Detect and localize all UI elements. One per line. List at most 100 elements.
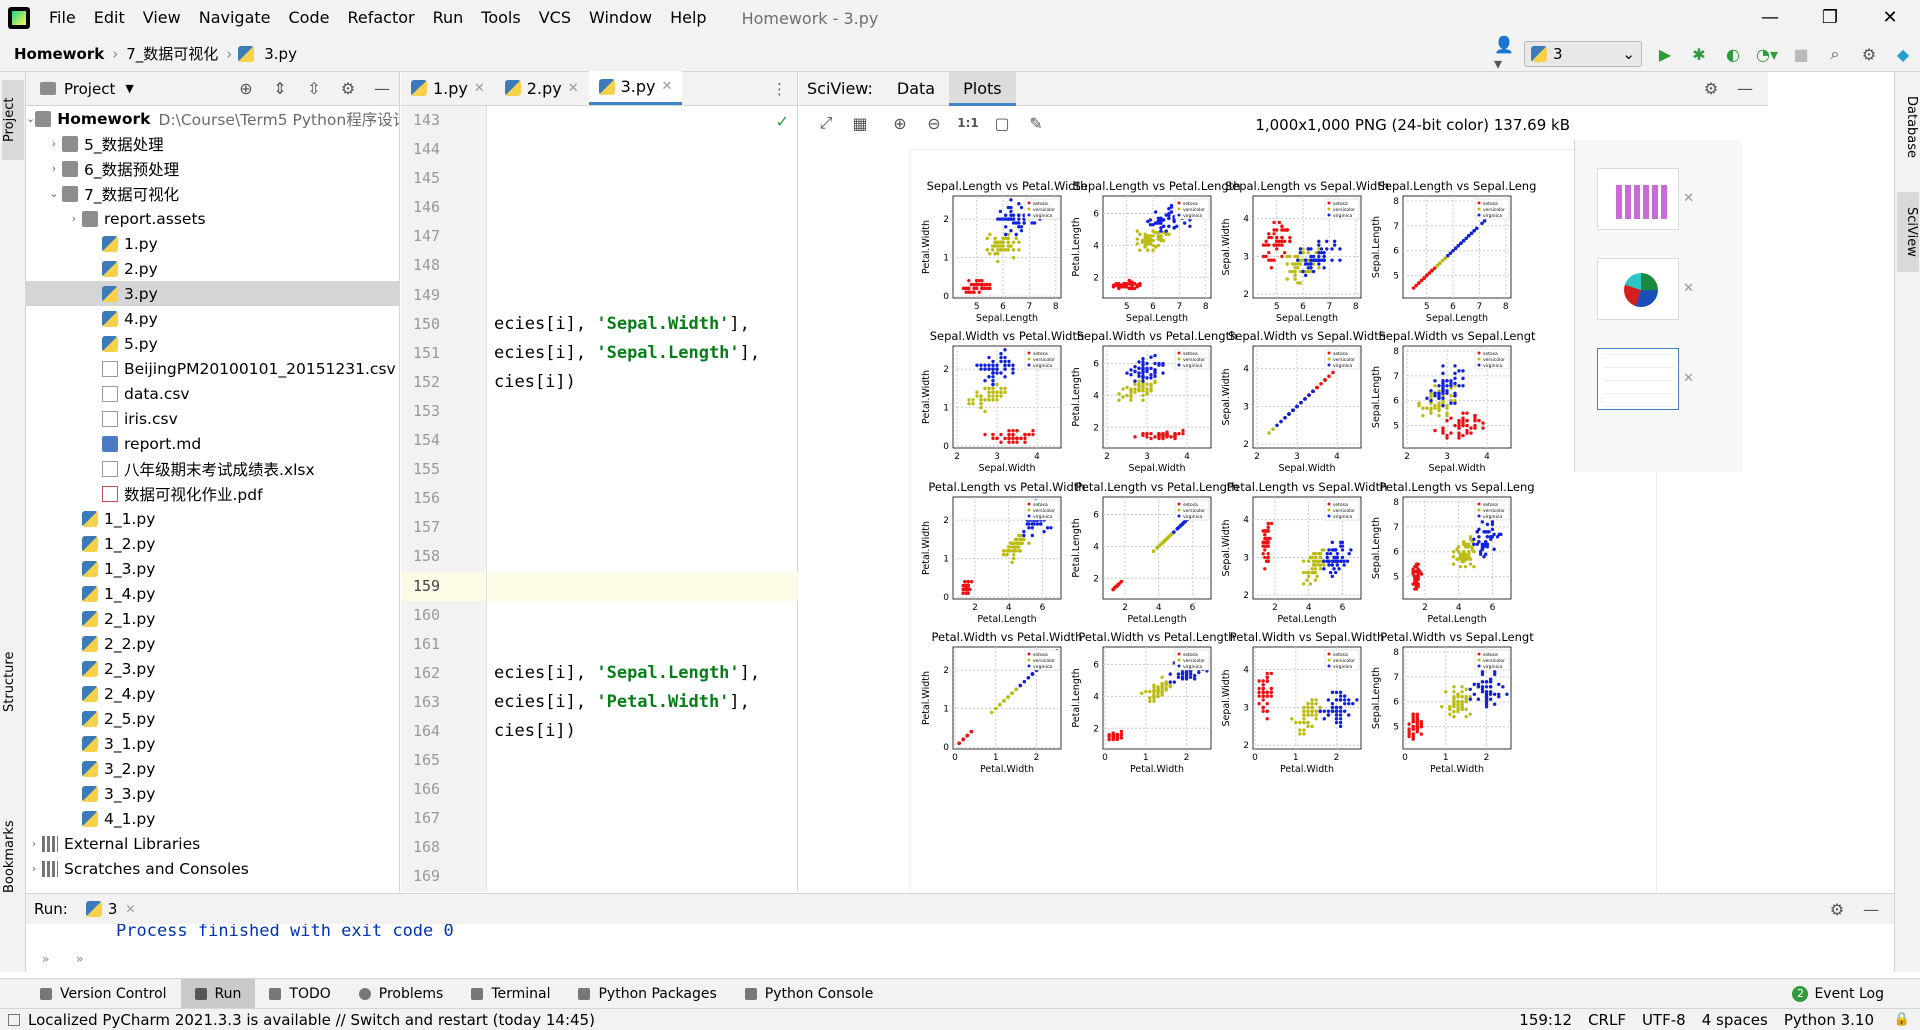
stop-icon[interactable]: ■ — [1793, 44, 1809, 64]
close-icon[interactable]: ✕ — [125, 902, 136, 916]
editor-tab[interactable]: 1.py ✕ — [401, 71, 495, 105]
project-view-select[interactable]: Project — [64, 79, 116, 98]
collapse-all-icon[interactable]: ⇳ — [307, 79, 321, 98]
bookmarks-tool-tab[interactable]: Bookmarks — [2, 820, 17, 894]
line-separator[interactable]: CRLF — [1588, 1010, 1626, 1029]
hide-icon[interactable]: — — [374, 79, 390, 98]
editor-tab[interactable]: 3.py ✕ — [588, 71, 683, 105]
menu-help[interactable]: Help — [670, 8, 707, 27]
code-line[interactable] — [488, 542, 798, 571]
tree-item[interactable]: 1_2.py — [26, 531, 399, 556]
expand-all-icon[interactable]: ⇕ — [273, 79, 287, 98]
tree-item[interactable]: data.csv — [26, 381, 399, 406]
menu-code[interactable]: Code — [288, 8, 330, 27]
breadcrumb-project[interactable]: Homework — [14, 44, 105, 63]
tool-event-log[interactable]: 2 Event Log — [1778, 979, 1898, 1009]
indent-setting[interactable]: 4 spaces — [1701, 1010, 1768, 1029]
tree-item[interactable]: 2_5.py — [26, 706, 399, 731]
database-tool-tab[interactable]: Database — [1904, 95, 1919, 159]
sciview-tool-tab[interactable]: SciView — [1897, 192, 1919, 272]
tree-item[interactable]: 数据可视化作业.pdf — [26, 481, 399, 506]
tool-todo[interactable]: TODO — [255, 979, 344, 1009]
code-line[interactable]: ecies[i], 'Sepal.Length'], — [488, 339, 798, 368]
code-line[interactable]: cies[i]) — [488, 368, 798, 397]
gear-icon[interactable]: ⚙ — [340, 79, 356, 98]
tool-problems[interactable]: Problems — [345, 979, 458, 1009]
close-icon[interactable]: ✕ — [567, 80, 579, 96]
menu-vcs[interactable]: VCS — [538, 8, 571, 27]
background-icon[interactable]: ▢ — [994, 113, 1010, 133]
chevron-icon[interactable]: ⌄ — [49, 187, 59, 200]
code-line[interactable] — [488, 135, 798, 164]
close-icon[interactable]: ✕ — [1683, 371, 1694, 386]
restore-icon[interactable]: ❐ — [1821, 7, 1839, 28]
tree-item[interactable]: 3_3.py — [26, 781, 399, 806]
tree-item[interactable]: 1.py — [26, 231, 399, 256]
tree-item[interactable]: 4.py — [26, 306, 399, 331]
expand-icon[interactable]: » — [42, 952, 50, 966]
project-tool-tab[interactable]: Project — [2, 80, 24, 160]
tree-item[interactable]: 2_1.py — [26, 606, 399, 631]
tree-item[interactable]: 2_3.py — [26, 656, 399, 681]
menu-run[interactable]: Run — [432, 8, 464, 27]
tree-item[interactable]: 1_1.py — [26, 506, 399, 531]
python-interpreter[interactable]: Python 3.10 — [1783, 1010, 1874, 1029]
jetbrains-icon[interactable]: ◆ — [1896, 44, 1910, 64]
code-line[interactable] — [488, 833, 798, 862]
code-line[interactable] — [488, 862, 798, 891]
fit-to-window-icon[interactable]: ⤢ — [819, 113, 833, 132]
caret-position[interactable]: 159:12 — [1519, 1010, 1573, 1029]
code-line[interactable]: ecies[i], 'Petal.Width'], — [488, 688, 798, 717]
run-icon[interactable]: ▶ — [1658, 44, 1672, 64]
tab-data[interactable]: Data — [896, 78, 936, 98]
tool-python-console[interactable]: Python Console — [731, 979, 888, 1009]
menu-file[interactable]: File — [49, 8, 76, 27]
code-line[interactable] — [488, 484, 798, 513]
status-message[interactable]: Localized PyCharm 2021.3.3 is available … — [28, 1010, 595, 1029]
code-line[interactable] — [488, 281, 798, 310]
gear-icon[interactable]: ⚙ — [1861, 44, 1877, 64]
coverage-icon[interactable]: ◐ — [1726, 44, 1740, 64]
zoom-in-icon[interactable]: ⊕ — [893, 113, 907, 133]
tree-item[interactable]: 4_1.py — [26, 806, 399, 831]
menu-view[interactable]: View — [142, 8, 181, 27]
menu-window[interactable]: Window — [588, 8, 653, 27]
tool-terminal[interactable]: Terminal — [457, 979, 564, 1009]
code-line[interactable] — [488, 164, 798, 193]
profile-icon[interactable]: ◔▾ — [1756, 44, 1778, 64]
hide-icon[interactable]: — — [1737, 79, 1753, 98]
thumbnail-pie-chart[interactable]: ✕ — [1597, 258, 1694, 320]
zoom-out-icon[interactable]: ⊖ — [927, 113, 941, 133]
breadcrumb-folder[interactable]: 7_数据可视化 — [126, 45, 219, 63]
tool-version-control[interactable]: Version Control — [26, 979, 181, 1009]
chevron-icon[interactable]: › — [71, 212, 77, 225]
minimize-icon[interactable]: — — [1761, 7, 1779, 28]
tree-item[interactable]: 2_4.py — [26, 681, 399, 706]
tree-item[interactable]: 3.py — [26, 281, 399, 306]
tree-item[interactable]: 2_2.py — [26, 631, 399, 656]
lock-icon[interactable]: 🔒 — [1893, 1012, 1910, 1027]
debug-icon[interactable]: ✱ — [1692, 44, 1706, 64]
thumbnail-scatter-matrix[interactable]: ✕ — [1597, 348, 1694, 410]
chevron-down-icon[interactable]: ▼ — [125, 82, 134, 95]
editor-tab[interactable]: 2.py ✕ — [495, 71, 589, 105]
tree-item[interactable]: iris.csv — [26, 406, 399, 431]
tree-item[interactable]: 1_4.py — [26, 581, 399, 606]
tree-root[interactable]: ⌄ Homework D:\Course\Term5 Python程序设计 — [26, 106, 399, 131]
color-picker-icon[interactable]: ✎ — [1029, 113, 1043, 133]
tree-item[interactable]: 八年级期末考试成绩表.xlsx — [26, 456, 399, 481]
tree-item[interactable]: › 6_数据预处理 — [26, 156, 399, 181]
tree-item[interactable]: BeijingPM20100101_20151231.csv — [26, 356, 399, 381]
code-line[interactable] — [488, 106, 798, 135]
chevron-icon[interactable]: › — [31, 837, 37, 850]
grid-icon[interactable]: ▦ — [852, 113, 868, 133]
tree-item[interactable]: 3_2.py — [26, 756, 399, 781]
status-toggle-icon[interactable] — [8, 1013, 20, 1026]
code-line[interactable] — [488, 397, 798, 426]
close-icon[interactable]: ✕ — [1683, 281, 1694, 296]
menu-navigate[interactable]: Navigate — [198, 8, 271, 27]
code-line[interactable] — [488, 746, 798, 775]
tree-item[interactable]: › report.assets — [26, 206, 399, 231]
close-icon[interactable]: ✕ — [473, 80, 485, 96]
tree-item[interactable]: › Scratches and Consoles — [26, 856, 399, 881]
